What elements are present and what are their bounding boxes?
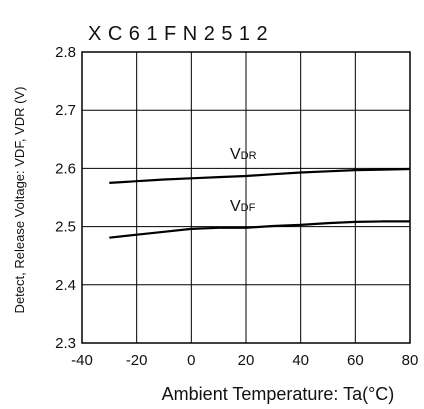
- series-label-sub: DF: [241, 202, 256, 214]
- x-tick-label: 40: [292, 352, 309, 369]
- y-tick-label: 2.7: [55, 102, 76, 119]
- series-label-sub: DR: [241, 150, 257, 162]
- y-tick-label: 2.5: [55, 219, 76, 236]
- series-label-vdr: VDR: [230, 146, 257, 163]
- y-axis-label: Detect, Release Voltage: VDF, VDR (V): [12, 87, 27, 314]
- x-tick-label: 20: [238, 352, 255, 369]
- y-tick-label: 2.8: [55, 44, 76, 61]
- x-axis-label: Ambient Temperature: Ta(°C): [162, 384, 395, 404]
- series-label-main: V: [230, 198, 241, 215]
- y-tick-label: 2.6: [55, 160, 76, 177]
- x-tick-label: 0: [187, 352, 195, 369]
- x-tick-label: -40: [71, 352, 93, 369]
- series: [109, 167, 411, 239]
- grid: [82, 52, 410, 343]
- x-tick-label: 60: [347, 352, 364, 369]
- x-tick-label: 80: [402, 352, 419, 369]
- y-axis-ticks: 2.3 2.4 2.5 2.6 2.7 2.8: [55, 44, 76, 352]
- x-tick-label: -20: [126, 352, 148, 369]
- x-axis-ticks: -40 -20 0 20 40 60 80: [71, 352, 418, 369]
- series-line-vdf: [109, 220, 410, 239]
- y-tick-label: 2.3: [55, 335, 76, 352]
- chart-title: XC61FN2512: [88, 23, 274, 45]
- plot-area-frame: [81, 51, 411, 344]
- series-line-vdr: [109, 167, 411, 184]
- series-label-main: V: [230, 146, 241, 163]
- series-label-vdf: VDF: [230, 198, 256, 215]
- y-tick-label: 2.4: [55, 277, 76, 294]
